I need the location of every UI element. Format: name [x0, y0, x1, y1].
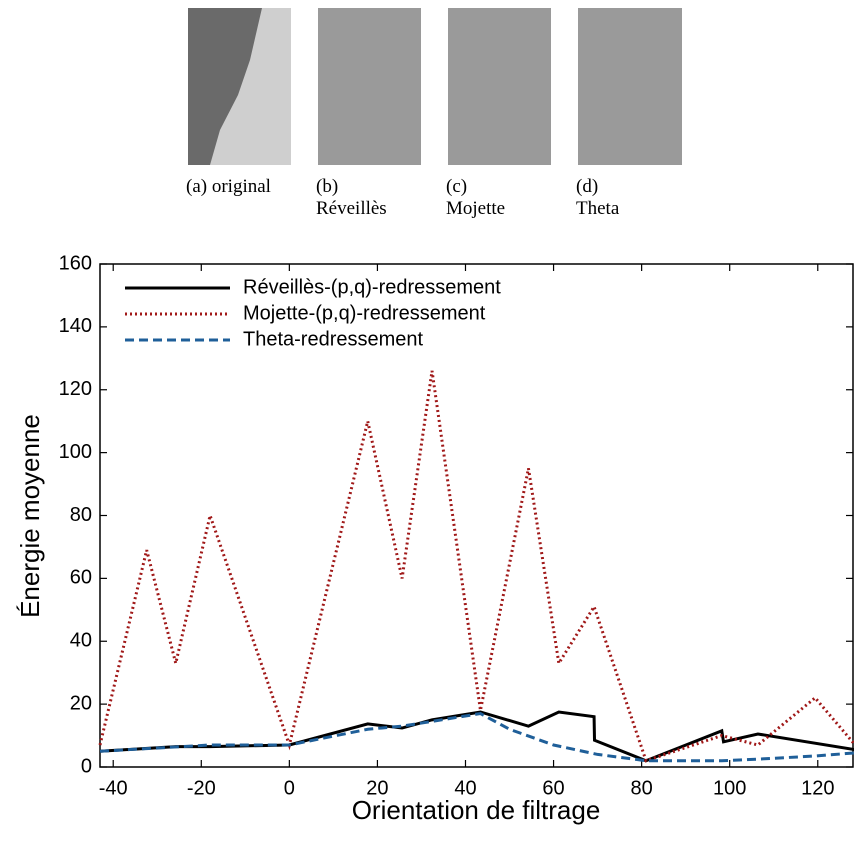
y-axis-label: Énergie moyenne — [15, 414, 45, 618]
image-theta — [578, 8, 682, 165]
caption-box: (d) Theta — [576, 176, 620, 219]
y-tick-label: 40 — [70, 630, 92, 652]
subfigure-images — [188, 8, 682, 165]
series-line — [99, 711, 854, 763]
caption-box: (a) original — [186, 176, 271, 197]
x-tick-label: 80 — [631, 777, 653, 799]
image-mojette — [448, 8, 551, 165]
y-tick-label: 160 — [59, 252, 92, 274]
x-tick-label: 20 — [366, 777, 388, 799]
caption: (d) Theta — [576, 176, 620, 219]
caption: (a) original — [186, 176, 271, 197]
image-dark-region — [188, 8, 262, 165]
x-axis-label: Orientation de filtrage — [352, 795, 601, 825]
x-tick-label: 0 — [284, 777, 295, 799]
x-tick-label: 100 — [713, 777, 746, 799]
series-line — [98, 370, 854, 763]
x-tick-label: 40 — [454, 777, 476, 799]
caption: (c) Mojette — [446, 176, 506, 219]
y-tick-label: 120 — [59, 378, 92, 400]
y-tick-label: 80 — [70, 504, 92, 526]
y-tick-label: 60 — [70, 567, 92, 589]
caption-box: (b) Réveillès — [316, 176, 387, 219]
y-tick-label: 140 — [59, 315, 92, 337]
x-tick-label: 60 — [542, 777, 564, 799]
y-tick-label: 0 — [81, 755, 92, 777]
caption-box: (c) Mojette — [446, 176, 506, 219]
legend-label: Mojette-(p,q)-redressement — [243, 302, 486, 324]
x-tick-label: -40 — [99, 777, 128, 799]
legend-label: Theta-redressement — [243, 328, 424, 350]
y-tick-label: 100 — [59, 441, 92, 463]
legend-label: Réveillès-(p,q)-redressement — [243, 276, 501, 298]
x-tick-label: 120 — [801, 777, 834, 799]
series-line — [99, 710, 854, 763]
caption: (b) Réveillès — [316, 176, 387, 219]
y-tick-label: 20 — [70, 692, 92, 714]
x-tick-label: -20 — [187, 777, 216, 799]
image-reveilles — [318, 8, 421, 165]
